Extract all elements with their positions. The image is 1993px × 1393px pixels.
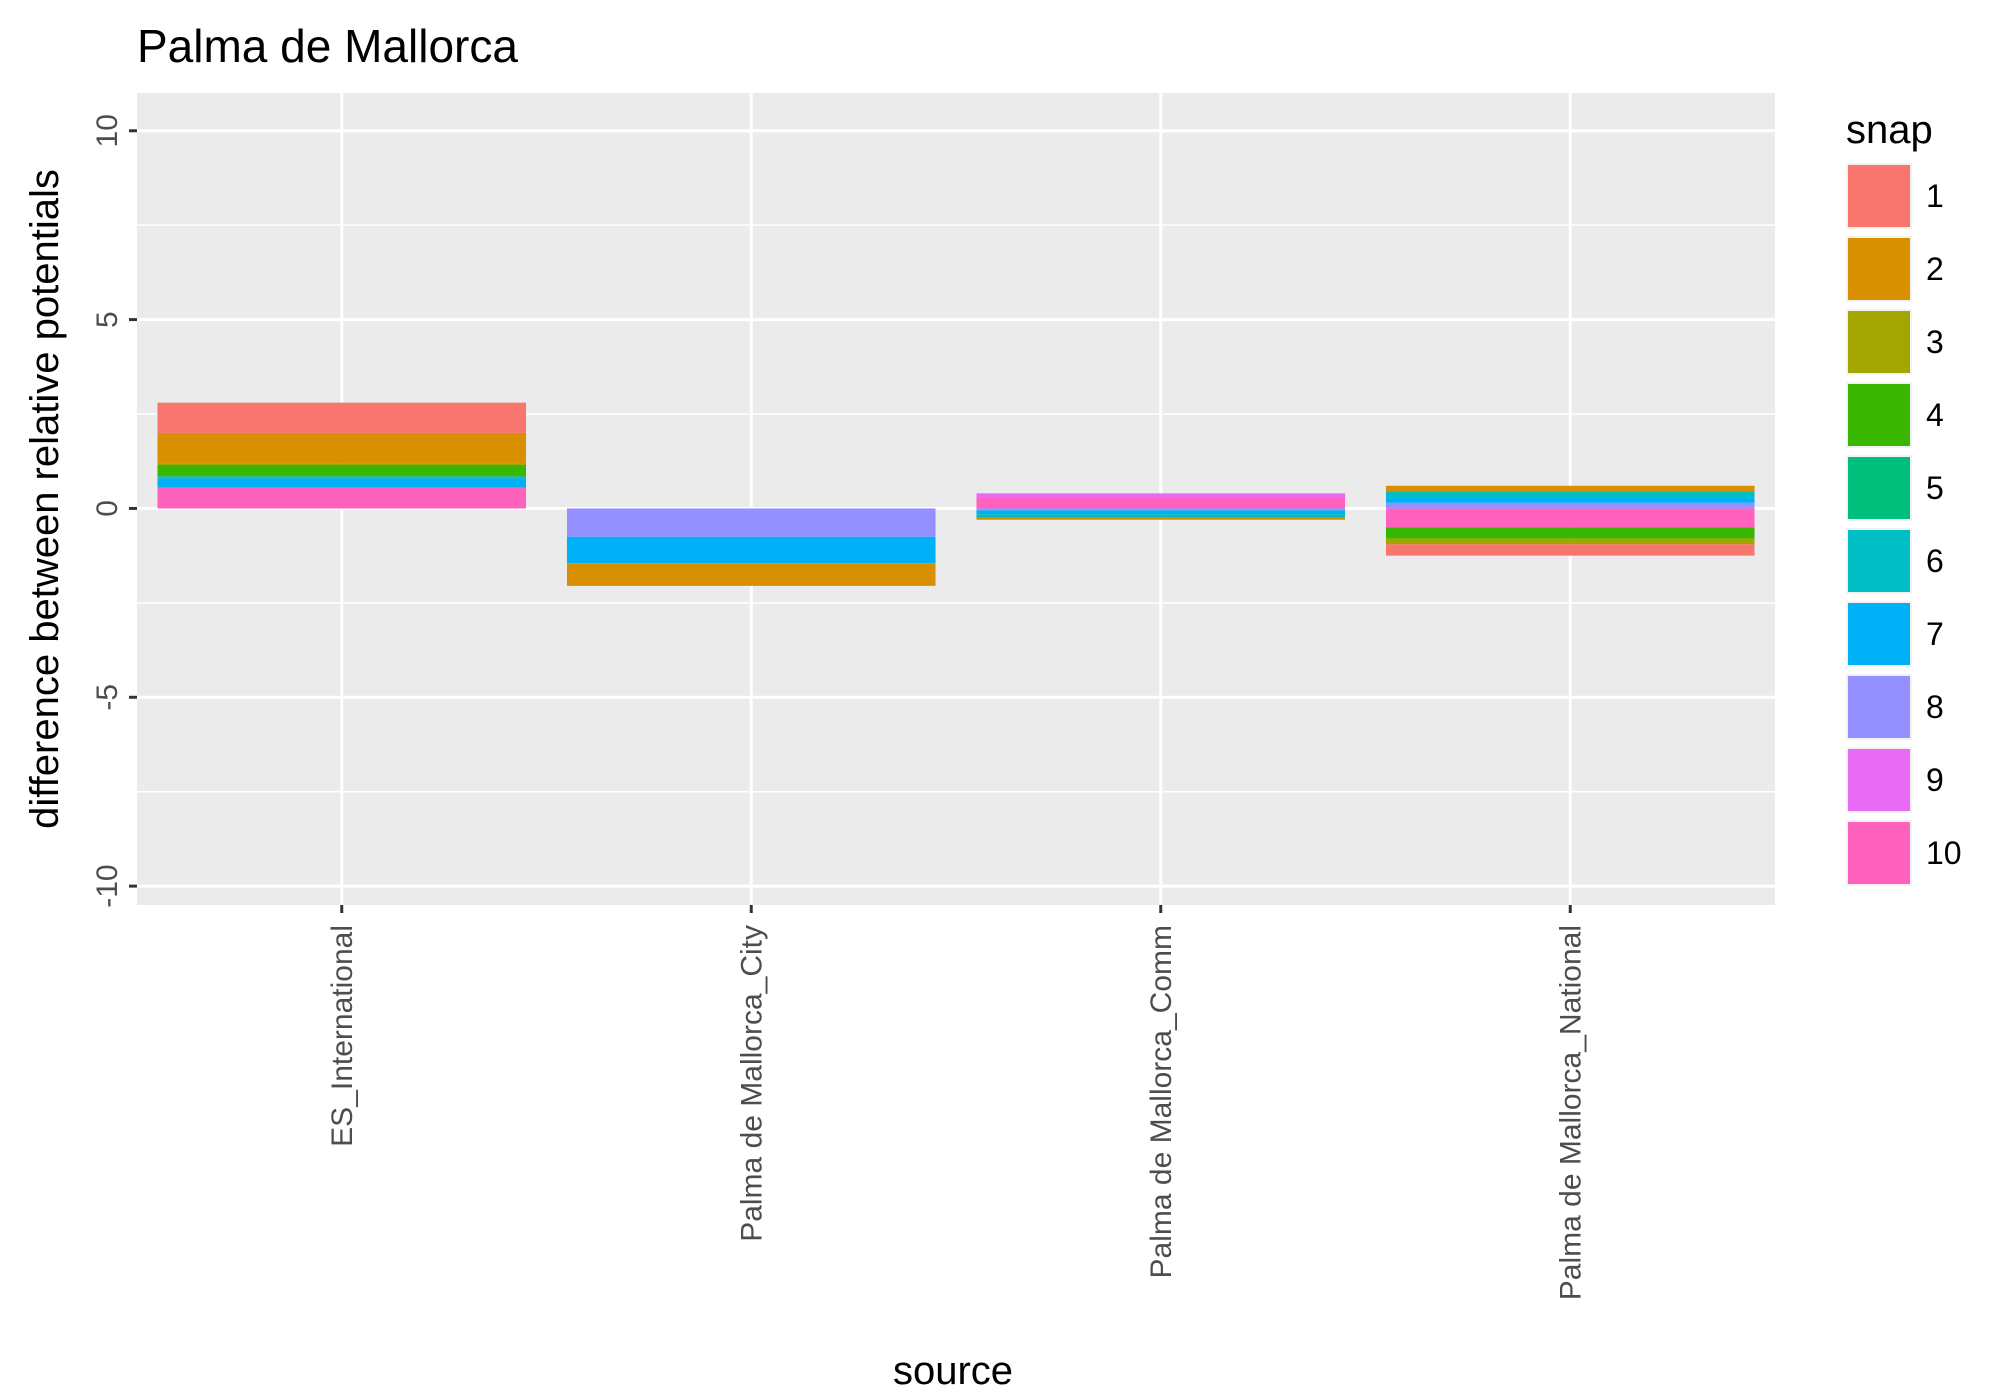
x-tick-label: Palma de Mallorca_Comm [1145,925,1178,1278]
bar-segment [976,517,1346,520]
y-tick-label: 0 [91,500,124,517]
legend-label: 10 [1926,835,1962,871]
bar-segment [1385,538,1755,545]
legend-swatch [1848,457,1910,519]
bars [157,402,1755,586]
bar-segment [976,510,1346,515]
bar-segment [157,432,527,464]
bar-segment [157,402,527,433]
bar-segment [1385,491,1755,498]
legend-label: 1 [1926,178,1944,214]
legend-label: 9 [1926,762,1944,798]
axes: -10 -5 0 5 10 ES_International Palma de Mallor… [91,114,1587,1300]
bar-segment [1385,527,1755,539]
bar-segment [1385,485,1755,492]
legend-swatch [1848,238,1910,300]
x-axis-title: source [893,1349,1013,1393]
bar-segment [976,497,1346,509]
bar-segment [1385,508,1755,528]
bar-segment [157,463,527,466]
legend-swatch [1848,311,1910,373]
legend-label: 3 [1926,324,1944,360]
legend-label: 2 [1926,251,1944,287]
legend-title: snap [1846,108,1933,152]
bar-segment [566,536,936,564]
bar-segment [157,465,527,477]
chart-title: Palma de Mallorca [137,20,518,72]
legend-swatch [1848,384,1910,446]
x-tick-label: Palma de Mallorca_City [735,925,768,1242]
legend-swatch [1848,603,1910,665]
legend-swatch [1848,749,1910,811]
legend-label: 6 [1926,543,1944,579]
x-tick-label: ES_International [326,925,359,1147]
legend-label: 7 [1926,616,1944,652]
y-axis-title: difference between relative potentials [23,169,67,829]
bar-segment [566,508,936,537]
legend-swatch [1848,165,1910,227]
legend-swatch [1848,530,1910,592]
bar-segment [976,493,1346,498]
bar-segment [1385,502,1755,509]
legend-label: 8 [1926,689,1944,725]
bar-segment [157,476,527,479]
x-tick-label: Palma de Mallorca_National [1554,925,1587,1300]
y-tick-label: 10 [91,114,124,147]
legend-label: 4 [1926,397,1944,433]
bar-segment [157,487,527,509]
legend-label: 5 [1926,470,1944,506]
bar-segment [976,508,1346,511]
bar-segment [566,563,936,586]
bar-segment [976,514,1346,518]
legend-swatch [1848,822,1910,884]
bar-segment [157,478,527,488]
y-tick-label: 5 [91,311,124,328]
y-tick-label: -10 [91,864,124,907]
legend: snap 1 2 3 4 5 6 7 8 9 10 [1846,108,1962,886]
y-tick-label: -5 [91,684,124,711]
bar-segment [1385,497,1755,503]
legend-swatch [1848,676,1910,738]
bar-segment [1385,544,1755,556]
